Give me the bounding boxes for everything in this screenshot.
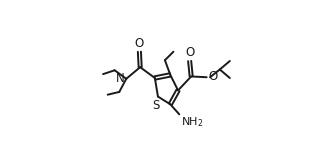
Text: O: O: [135, 37, 144, 50]
Text: O: O: [185, 46, 194, 59]
Text: NH$_2$: NH$_2$: [181, 115, 204, 129]
Text: O: O: [208, 70, 218, 83]
Text: S: S: [153, 99, 160, 112]
Text: N: N: [116, 72, 124, 85]
